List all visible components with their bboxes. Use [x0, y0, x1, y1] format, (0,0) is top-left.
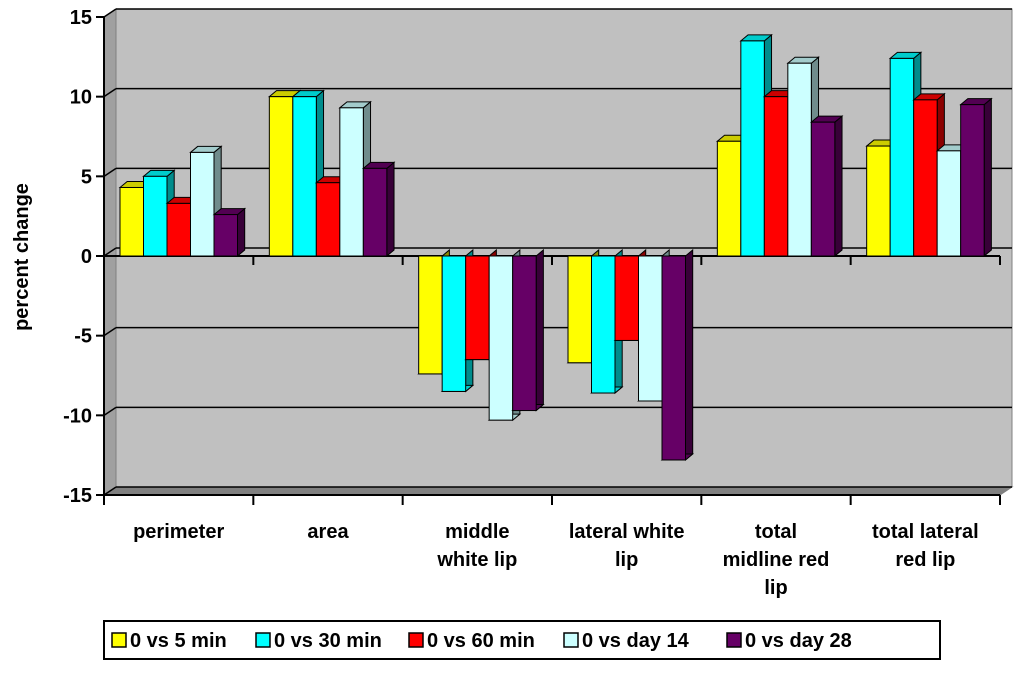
bar	[511, 248, 545, 412]
bar-front	[512, 255, 537, 412]
floor	[102, 486, 1014, 496]
bar-front	[166, 202, 191, 257]
bar-side	[685, 248, 694, 462]
bar-front	[661, 255, 686, 461]
x-tick-label-line: middle	[445, 521, 509, 543]
x-tick-label-line: lateral white	[569, 521, 685, 543]
bar-front	[119, 186, 144, 257]
x-tick-label-line: area	[307, 521, 349, 543]
y-tick-label: -5	[74, 326, 92, 348]
bar-side	[535, 248, 544, 412]
x-tick-label: area	[307, 521, 349, 543]
bar-front	[292, 96, 317, 257]
gridline-side	[103, 8, 117, 18]
x-tick-label-line: total	[755, 521, 797, 543]
bar-front	[567, 255, 592, 364]
bar-front	[866, 145, 891, 257]
plot-area: 15 10 5 0 -5 -10 -15 perimeter area middle white l…	[63, 7, 1014, 599]
bar-front	[960, 104, 985, 257]
x-tick-label: total lateral red lip	[872, 521, 979, 571]
bar-front	[614, 255, 639, 341]
bar-side	[386, 161, 395, 258]
bar-front	[339, 107, 364, 257]
bar-front	[190, 151, 215, 257]
bar-front	[213, 214, 238, 257]
x-tick-label-line: lip	[615, 549, 638, 571]
bar-front	[936, 150, 962, 257]
bar-front	[315, 182, 341, 257]
bar-front	[763, 96, 789, 257]
bar-front	[143, 175, 168, 257]
gridline-side	[103, 406, 117, 416]
legend-swatch	[726, 632, 742, 648]
y-tick-label: 0	[81, 246, 92, 268]
gridline-side	[103, 327, 117, 337]
bar	[361, 161, 396, 258]
bar-front	[362, 167, 388, 257]
bar	[189, 145, 223, 258]
bar-front	[913, 99, 938, 257]
bar	[660, 248, 695, 462]
x-tick-label-line: red lip	[895, 549, 955, 571]
legend-label: 0 vs day 14	[582, 630, 690, 652]
legend-label: 0 vs 30 min	[274, 630, 382, 652]
bar-front	[268, 96, 294, 257]
bar-front	[740, 40, 765, 257]
legend-swatch	[111, 632, 127, 648]
gridline-side	[103, 486, 117, 496]
bar-front	[810, 121, 836, 257]
bar-front	[638, 255, 663, 402]
bar-side	[983, 97, 992, 258]
x-tick-label-line: lip	[764, 577, 787, 599]
legend-label: 0 vs 60 min	[427, 630, 535, 652]
bar-front	[418, 255, 443, 375]
x-tick-label-line: total lateral	[872, 521, 979, 543]
y-tick-label: -15	[63, 485, 92, 507]
gridline-side	[103, 247, 117, 257]
x-tick-label-line: white lip	[436, 549, 517, 571]
x-tick-label: total midline red lip	[723, 521, 830, 599]
bar-front	[787, 62, 812, 257]
bar-side	[237, 207, 246, 258]
y-axis-label: percent change	[11, 183, 33, 331]
y-tick-label: 5	[81, 166, 92, 188]
legend-swatch	[563, 632, 579, 648]
legend: 0 vs 5 min 0 vs 30 min 0 vs 60 min 0 vs day…	[103, 620, 941, 660]
legend-swatch	[255, 632, 271, 648]
y-tick-label: 10	[70, 87, 92, 109]
bar	[809, 115, 844, 258]
bar-front	[889, 57, 915, 257]
bar-front	[465, 255, 490, 361]
legend-box	[103, 620, 941, 660]
y-tick-label: 15	[70, 7, 92, 29]
legend-label: 0 vs day 28	[745, 630, 852, 652]
x-tick-label-line: midline red	[723, 549, 830, 571]
x-tick-label-line: perimeter	[133, 521, 224, 543]
bar-front	[441, 255, 467, 392]
bar-front	[591, 255, 616, 394]
legend-label: 0 vs 5 min	[130, 630, 227, 652]
x-tick-label: lateral white lip	[569, 521, 685, 571]
x-tick-label: middle white lip	[436, 521, 517, 571]
bar	[959, 97, 993, 258]
x-tick-label: perimeter	[133, 521, 224, 543]
y-tick-label: -10	[63, 405, 92, 427]
bar-front	[488, 255, 514, 421]
bar	[212, 207, 247, 258]
gridline-side	[103, 167, 117, 177]
gridline-side	[103, 88, 117, 98]
bar-front	[716, 140, 742, 257]
legend-swatch	[408, 632, 424, 648]
bar-side	[834, 115, 843, 258]
